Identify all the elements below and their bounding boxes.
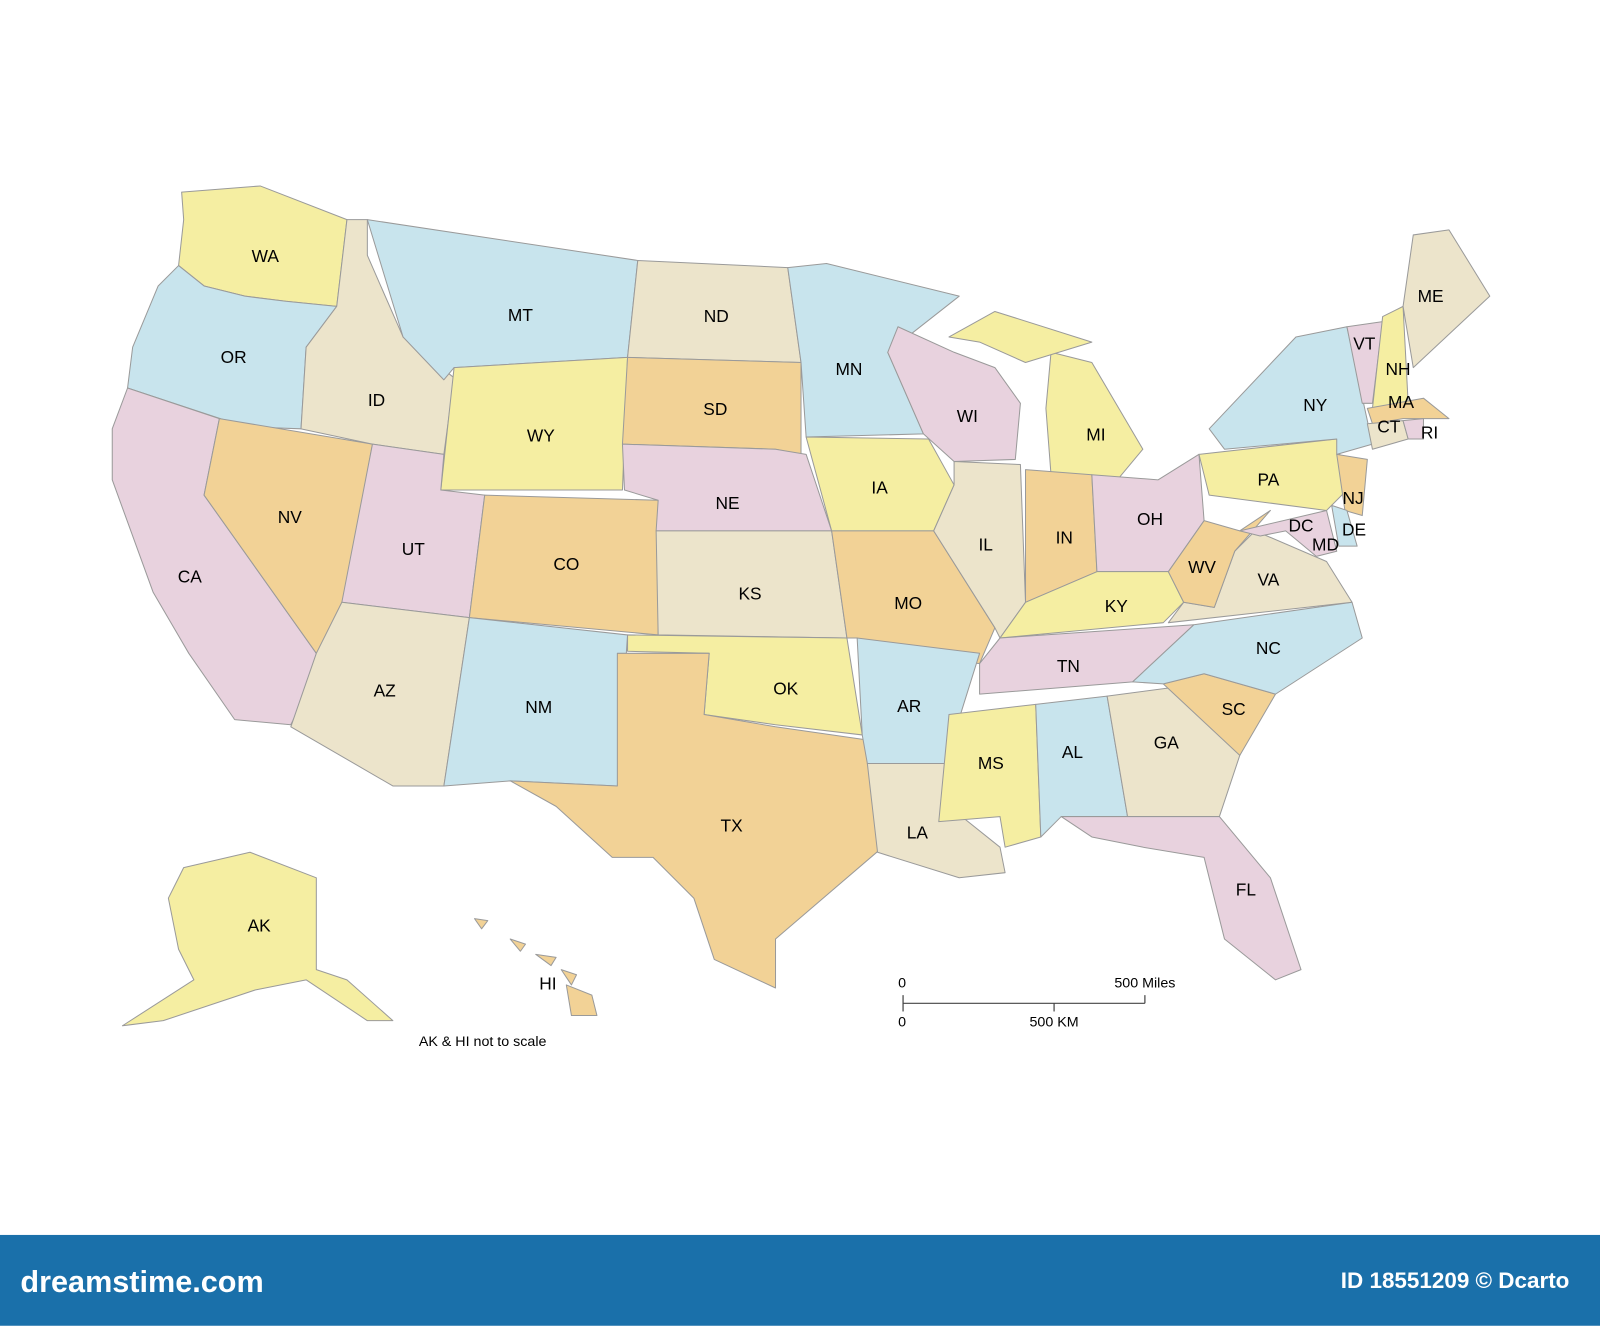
state-label: IN — [1056, 528, 1073, 548]
state-label: ID — [368, 390, 385, 410]
state-label: MI — [1086, 425, 1105, 445]
state-label: MT — [508, 305, 533, 325]
state-label: IA — [871, 478, 888, 498]
state-label: SC — [1222, 699, 1246, 719]
state-label: NE — [716, 493, 740, 513]
state-label: NC — [1256, 638, 1281, 658]
state-label: VT — [1353, 334, 1376, 354]
state-label: MA — [1388, 392, 1414, 412]
state-label: AR — [897, 696, 921, 716]
footer-band — [0, 1234, 1600, 1326]
state-label: OK — [773, 679, 798, 699]
state-label: UT — [402, 539, 426, 559]
state-label: WA — [252, 246, 280, 266]
state-label: MS — [978, 753, 1004, 773]
state-label: MN — [836, 359, 863, 379]
state-label: NH — [1385, 359, 1410, 379]
state-label: MD — [1312, 535, 1339, 555]
state-label: AK — [248, 915, 272, 935]
footer-brand[interactable]: dreamstime.com — [20, 1265, 263, 1299]
scale-note: AK & HI not to scale — [419, 1034, 547, 1050]
state-label: WV — [1188, 557, 1216, 577]
state-label: DC — [1289, 515, 1314, 535]
state-label: MO — [894, 593, 922, 613]
state-label: SD — [703, 399, 727, 419]
state-label: KS — [738, 584, 761, 604]
state-label: IL — [978, 535, 993, 555]
scale-label: 500 KM — [1029, 1014, 1078, 1030]
scale-label: 0 — [898, 1014, 906, 1030]
state-label: NV — [278, 507, 303, 527]
state-label: NJ — [1342, 488, 1363, 508]
state-label: LA — [907, 822, 929, 842]
state-label: GA — [1154, 733, 1179, 753]
state-label: PA — [1257, 469, 1279, 489]
state-label: ME — [1418, 286, 1444, 306]
state-label: WY — [527, 426, 555, 446]
state-label: NM — [525, 697, 552, 717]
state-label: KY — [1105, 596, 1129, 616]
state-label: ND — [704, 306, 729, 326]
state-label: OR — [221, 347, 247, 367]
state-label: AL — [1062, 742, 1084, 762]
scale-label: 500 Miles — [1114, 976, 1175, 992]
state-label: CA — [178, 566, 203, 586]
state-label: TN — [1057, 656, 1080, 676]
state-label: RI — [1421, 422, 1438, 442]
scale-bar: 0 500 Miles 0 500 KM — [898, 976, 1175, 1031]
state-shapes — [111, 185, 1491, 1027]
state-label: CO — [553, 554, 579, 574]
state-label: FL — [1236, 880, 1257, 900]
footer-id: ID 18551209 © Dcarto — [1341, 1268, 1570, 1293]
state-label: OH — [1137, 509, 1163, 529]
state-labels: WA OR CA NV ID MT WY UT AZ CO NM ND SD N… — [178, 246, 1444, 994]
state-label: WI — [957, 406, 978, 426]
state-label: CT — [1377, 416, 1401, 436]
state-label: DE — [1342, 519, 1366, 539]
state-label: HI — [539, 974, 556, 994]
state-label: AZ — [374, 681, 397, 701]
state-label: VA — [1257, 569, 1279, 589]
scale-label: 0 — [898, 976, 906, 992]
state-label: NY — [1303, 395, 1328, 415]
state-label: TX — [721, 815, 744, 835]
